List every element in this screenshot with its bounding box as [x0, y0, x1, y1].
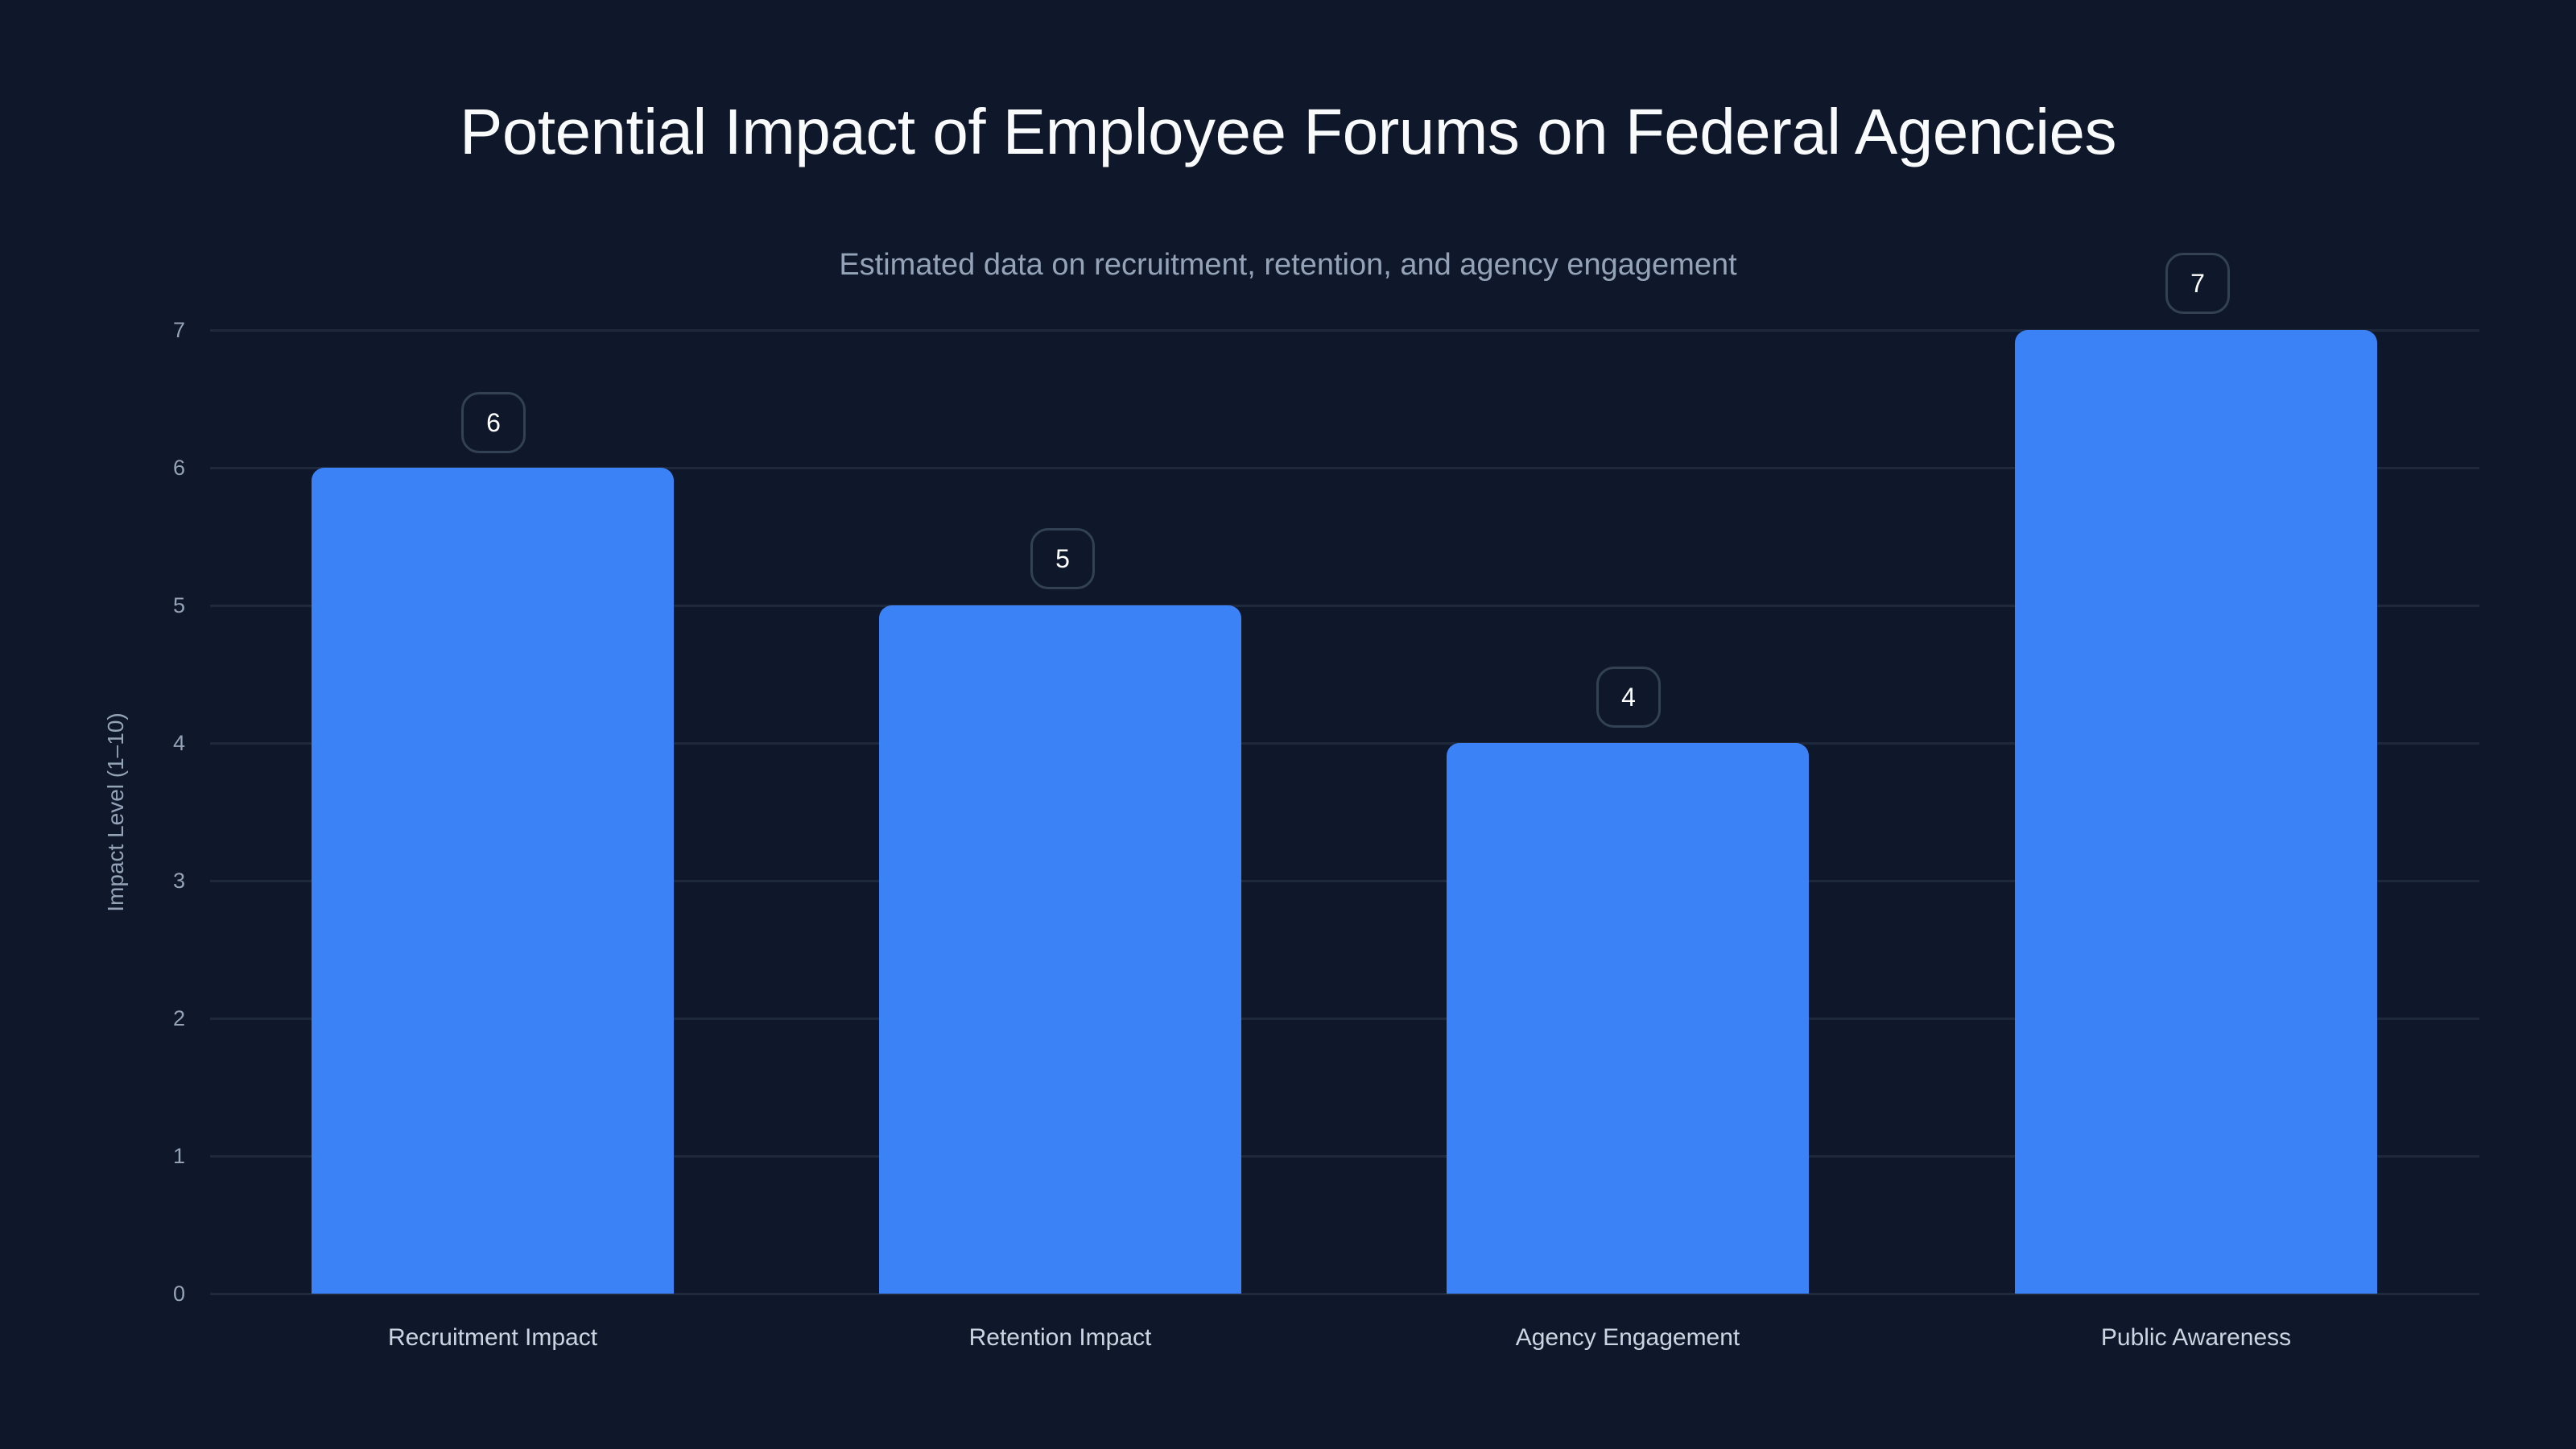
ytick-label: 4	[172, 731, 185, 755]
bar-retention-impact[interactable]	[879, 605, 1241, 1294]
gridline-6	[210, 467, 2479, 469]
bar-public-awareness[interactable]	[2015, 330, 2377, 1294]
value-badge: 6	[461, 392, 526, 453]
bar-recruitment-impact[interactable]	[312, 468, 674, 1294]
ytick-label: 7	[172, 318, 185, 342]
ytick-label: 2	[172, 1006, 185, 1030]
x-axis-label: Retention Impact	[968, 1324, 1152, 1351]
gridline-2	[210, 1018, 2479, 1020]
gridline-5	[210, 605, 2479, 607]
bar-agency-engagement[interactable]	[1447, 743, 1809, 1294]
ytick-label: 5	[172, 593, 185, 617]
ytick-label: 6	[172, 456, 185, 480]
gridline-0	[210, 1293, 2479, 1295]
value-badge: 5	[1030, 528, 1095, 589]
ytick-label: 3	[172, 869, 185, 893]
gridline-7	[210, 329, 2479, 332]
chart-title: Potential Impact of Employee Forums on F…	[459, 96, 2117, 167]
x-axis-label: Recruitment Impact	[387, 1324, 598, 1351]
value-badge: 4	[1596, 667, 1661, 728]
ytick-label: 0	[172, 1282, 185, 1306]
chart-subtitle: Estimated data on recruitment, retention…	[839, 248, 1737, 282]
x-axis-label: Agency Engagement	[1515, 1324, 1740, 1351]
gridline-3	[210, 880, 2479, 882]
gridline-4	[210, 742, 2479, 745]
gridline-1	[210, 1155, 2479, 1158]
y-axis-label: Impact Level (1–10)	[103, 712, 128, 912]
value-badge: 7	[2165, 253, 2230, 314]
ytick-label: 1	[172, 1144, 185, 1168]
x-axis-label: Public Awareness	[2100, 1324, 2292, 1351]
